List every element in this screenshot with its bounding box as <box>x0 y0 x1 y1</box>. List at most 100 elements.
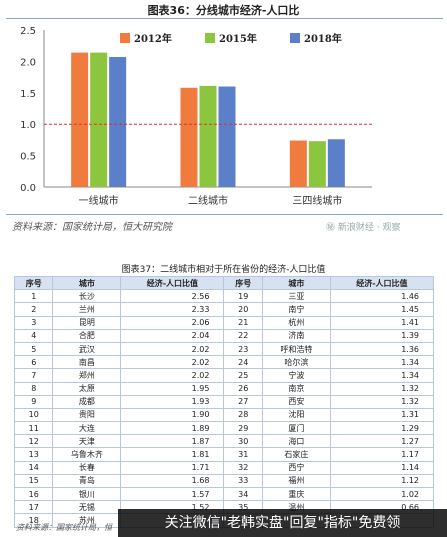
table-cell: 2.02 <box>120 341 225 357</box>
table-cell: 武汉 <box>52 341 122 357</box>
table-cell: 1.90 <box>120 407 225 423</box>
table-cell: 6 <box>13 355 54 370</box>
table-row: 12 天津 1.87 30 海口 1.27 <box>13 434 435 449</box>
table-cell: 郑州 <box>52 368 122 383</box>
table-row: 5 武汉 2.02 23 呼和浩特 1.36 <box>13 341 435 357</box>
table-cell: 西宁 <box>261 460 331 475</box>
table-row: 6 南昌 2.02 24 哈尔滨 1.34 <box>13 355 435 370</box>
table-header-cell: 城市 <box>261 275 331 291</box>
table-cell: 沈阳 <box>261 407 331 423</box>
table-cell: 1.32 <box>329 381 435 396</box>
table-cell: 1.71 <box>120 460 225 475</box>
table-cell: 16 <box>13 486 54 502</box>
x-tick-label: 三四线城市 <box>292 194 342 207</box>
legend-swatch <box>290 33 300 43</box>
y-tick-label: 1.0 <box>20 120 36 131</box>
table-cell: 21 <box>223 315 263 330</box>
table-cell: 5 <box>13 341 54 357</box>
table-cell: 29 <box>223 421 263 436</box>
table-cell: 1.95 <box>120 381 225 396</box>
table-cell: 南昌 <box>52 355 122 370</box>
x-tick-label: 一线城市 <box>79 194 119 207</box>
table-row: 2 兰州 2.33 20 南宁 1.45 <box>13 302 435 317</box>
promo-banner[interactable]: 关注微信"老韩实盘"回复"指标"免费领 <box>118 509 447 537</box>
table-cell: 1.39 <box>329 328 435 343</box>
table-row: 3 昆明 2.06 21 杭州 1.41 <box>13 315 435 330</box>
y-tick-label: 0.5 <box>20 152 36 163</box>
table-cell: 32 <box>223 460 263 475</box>
table-header-row: 序号 城市 经济-人口比值 序号 城市 经济-人口比值 <box>13 275 435 291</box>
watermark: ㊙ 新浪财经 · 观察 <box>326 223 401 233</box>
table-cell: 1.02 <box>329 486 435 502</box>
table-cell: 青岛 <box>52 473 122 489</box>
table-cell: 三亚 <box>261 289 331 304</box>
bar <box>180 87 198 187</box>
table-cell: 22 <box>223 328 263 343</box>
table-cell: 9 <box>13 394 54 409</box>
table-cell: 19 <box>223 289 263 304</box>
table-cell: 1.32 <box>329 394 435 409</box>
table-cell: 1.41 <box>329 315 435 330</box>
table-cell: 2.33 <box>120 302 225 317</box>
table-cell: 2.02 <box>120 355 225 370</box>
table-cell: 南宁 <box>261 302 331 317</box>
table-cell: 1.68 <box>120 473 225 489</box>
table-cell: 1.36 <box>329 341 435 357</box>
table-cell: 1.93 <box>120 394 225 409</box>
table-header-cell: 经济-人口比值 <box>120 275 225 291</box>
bar <box>109 57 127 188</box>
table-cell: 厦门 <box>261 421 331 436</box>
table-cell: 1.34 <box>329 368 435 383</box>
table-cell: 重庆 <box>261 486 331 502</box>
table-cell: 呼和浩特 <box>261 341 331 357</box>
legend-label: 2018年 <box>304 32 342 45</box>
table-cell: 天津 <box>52 434 122 449</box>
table-row: 14 长春 1.71 32 西宁 1.14 <box>13 460 435 475</box>
table-row: 4 合肥 2.04 22 济南 1.39 <box>13 328 435 343</box>
table-cell: 1.89 <box>120 421 225 436</box>
ratio-table: 序号 城市 经济-人口比值 序号 城市 经济-人口比值 1 长沙 2.56 19 三亚 1.46 2 兰… <box>13 275 435 528</box>
table-title: 图表37：二线城市相对于所在省份的经济-人口比值 <box>121 265 326 275</box>
table-cell: 28 <box>223 407 263 423</box>
title-divider <box>6 18 443 19</box>
table-cell: 23 <box>223 341 263 357</box>
x-tick-label: 二线城市 <box>188 194 228 207</box>
table-header-cell: 序号 <box>13 275 54 291</box>
table-cell: 2.56 <box>120 289 225 304</box>
bar <box>308 141 326 187</box>
table-cell: 宁波 <box>261 368 331 383</box>
table-cell: 贵阳 <box>52 407 122 423</box>
table-cell: 13 <box>13 447 54 462</box>
table-cell: 34 <box>223 486 263 502</box>
table-cell: 合肥 <box>52 328 122 343</box>
table-cell: 2.02 <box>120 368 225 383</box>
table-cell: 10 <box>13 407 54 423</box>
table-cell: 12 <box>13 434 54 449</box>
table-cell: 南京 <box>261 381 331 396</box>
table-row: 11 大连 1.89 29 厦门 1.29 <box>13 421 435 436</box>
table-cell: 20 <box>223 302 263 317</box>
chart-source: 资料来源：国家统计局，恒大研究院 <box>12 222 172 233</box>
table-header-cell: 城市 <box>52 275 122 291</box>
legend-swatch <box>205 33 215 43</box>
table-cell: 8 <box>13 381 54 396</box>
legend-label: 2012年 <box>134 32 172 45</box>
table-row: 7 郑州 2.02 25 宁波 1.34 <box>13 368 435 383</box>
table-row: 15 青岛 1.68 33 福州 1.12 <box>13 473 435 489</box>
table-cell: 1 <box>13 289 54 304</box>
table-row: 8 太原 1.95 26 南京 1.32 <box>13 381 435 396</box>
table-body: 1 长沙 2.56 19 三亚 1.46 2 兰州 2.33 20 南宁 1.45 3 昆明 2.06 21 杭… <box>13 289 435 528</box>
y-tick-label: 2.5 <box>20 26 36 37</box>
table-cell: 大连 <box>52 421 122 436</box>
table-cell: 17 <box>13 500 54 515</box>
table-cell: 31 <box>223 447 263 462</box>
bar <box>289 140 307 187</box>
table-row: 10 贵阳 1.90 28 沈阳 1.31 <box>13 407 435 423</box>
legend-swatch <box>120 33 130 43</box>
table-cell: 无锡 <box>52 500 122 515</box>
table-cell: 4 <box>13 328 54 343</box>
table-cell: 太原 <box>52 381 122 396</box>
table-row: 16 银川 1.57 34 重庆 1.02 <box>13 486 435 502</box>
bar-chart: 0.0 0.5 1.0 1.5 2.0 2.5 一线城市 二线城市 三四线城市 2012年 2015… <box>20 26 372 207</box>
table-row: 1 长沙 2.56 19 三亚 1.46 <box>13 289 435 304</box>
